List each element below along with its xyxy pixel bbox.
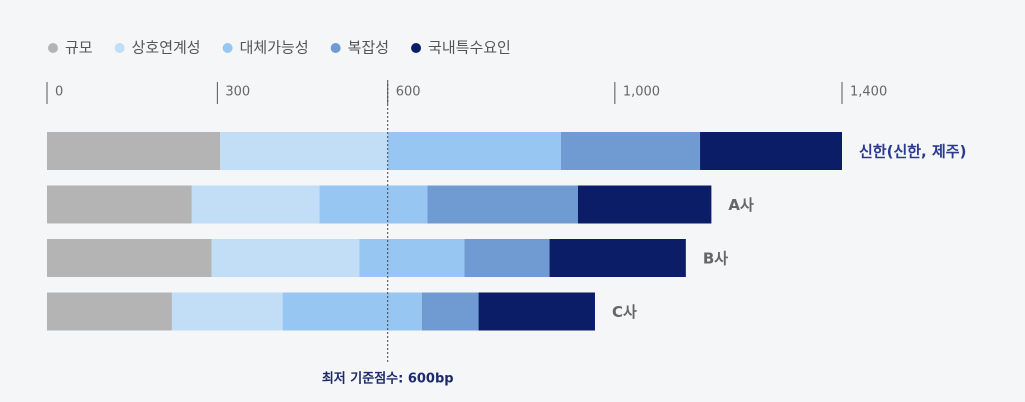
- bar-segment: [387, 132, 561, 170]
- tick-label: 1,400: [850, 85, 887, 100]
- bar-segment: [47, 239, 212, 277]
- tick-label: 0: [55, 85, 63, 100]
- bar-segment: [171, 292, 283, 331]
- legend-marker: [114, 43, 125, 53]
- category-label: A사: [728, 196, 754, 214]
- legend-label: 대체가능성: [240, 39, 309, 57]
- bar-segment: [191, 185, 320, 224]
- category-label: B사: [703, 250, 728, 268]
- bar-segment: [282, 292, 422, 331]
- bar-segment: [478, 292, 595, 331]
- tick-label: 600: [396, 85, 421, 100]
- bar-segment: [464, 239, 550, 277]
- bar-segment: [47, 132, 221, 170]
- legend-label: 규모: [65, 39, 93, 57]
- bar-segment: [359, 239, 465, 277]
- bar-segment: [47, 185, 192, 224]
- legend-marker: [222, 43, 233, 53]
- bar-segment: [220, 132, 388, 170]
- tick-label: 1,000: [623, 85, 660, 100]
- legend-marker: [48, 43, 58, 53]
- tick-label: 300: [225, 85, 250, 100]
- bar-segment: [319, 185, 428, 224]
- legend-marker: [330, 43, 341, 53]
- bar-segment: [211, 239, 360, 277]
- bar-segment: [577, 185, 712, 224]
- bar-segment: [47, 292, 172, 331]
- legend-marker: [411, 43, 422, 53]
- legend-label: 상호연계성: [132, 39, 201, 57]
- legend-label: 복잡성: [348, 39, 389, 57]
- bar-segment: [427, 185, 578, 224]
- bar-segment: [549, 239, 686, 277]
- bar-segment: [421, 292, 479, 331]
- reference-label: 최저 기준점수: 600bp: [322, 372, 454, 387]
- category-label: C사: [612, 303, 637, 321]
- category-label: 신한(신한, 제주): [859, 143, 966, 161]
- bar-segment: [560, 132, 701, 170]
- legend-label: 국내특수요인: [428, 39, 511, 57]
- bar-segment: [700, 132, 842, 170]
